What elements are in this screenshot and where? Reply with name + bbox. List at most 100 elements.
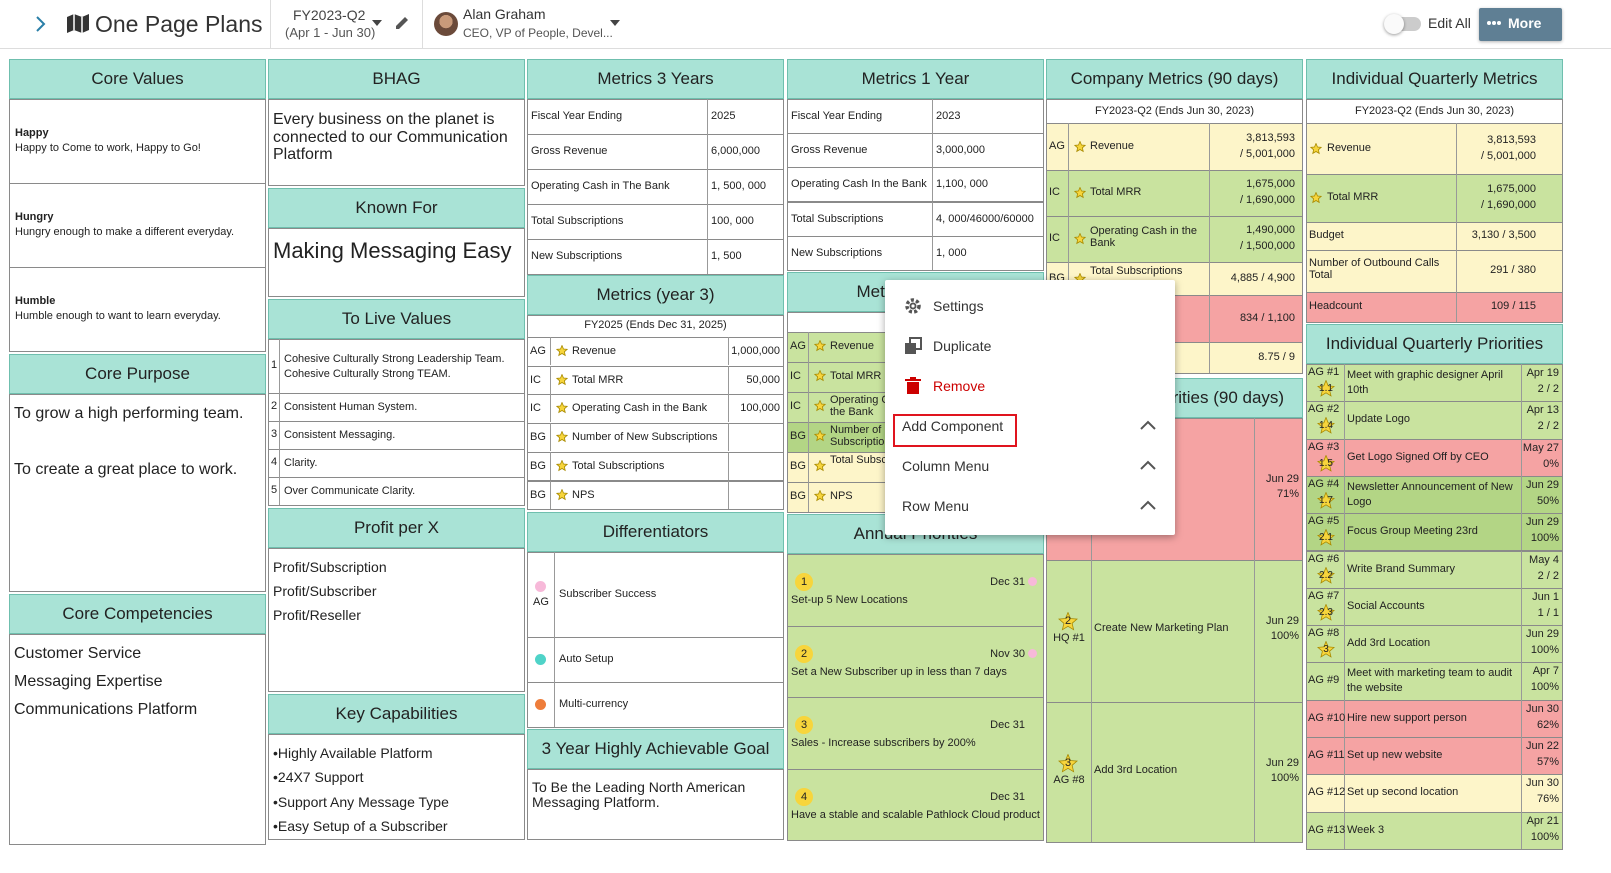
section-title: Metrics 1 Year xyxy=(787,59,1044,99)
cell xyxy=(787,554,1044,627)
divider xyxy=(279,421,280,449)
owner: IC xyxy=(530,402,541,415)
status: 57% xyxy=(1536,756,1559,768)
star-icon xyxy=(1074,187,1086,199)
priority-text: Set-up 5 New Locations xyxy=(791,594,908,606)
metrics-subtitle: FY2025 (Ends Dec 31, 2025) xyxy=(584,319,727,331)
due-date: Jun 29 xyxy=(1525,516,1559,529)
value-name: Humble xyxy=(15,295,56,307)
profit-line: Profit/Reseller xyxy=(273,607,361,623)
status: 0% xyxy=(1543,457,1559,470)
cell xyxy=(527,423,784,453)
star-icon xyxy=(556,488,568,500)
cell xyxy=(527,682,784,728)
metric-progress: 4,885 / 4,900 xyxy=(1230,271,1295,284)
color-dot xyxy=(535,653,546,665)
bhag-text: Every business on the planet is connecte… xyxy=(273,111,508,163)
row-text: Consistent Human System. xyxy=(284,401,418,413)
known-for-text: Making Messaging Easy xyxy=(273,238,512,263)
due-date: Apr 19 xyxy=(1526,367,1559,379)
menu-label: Remove xyxy=(933,378,986,394)
differentiator: Subscriber Success xyxy=(559,587,657,600)
owner-code: AG #13 xyxy=(1308,823,1346,836)
menu-label: Settings xyxy=(933,298,984,314)
due-date: May 4 xyxy=(1529,553,1559,566)
row-number: 4 xyxy=(271,456,278,468)
star-icon xyxy=(1058,612,1078,631)
cell xyxy=(1306,774,1563,813)
star-number: 1.1 xyxy=(1319,383,1333,394)
divider xyxy=(550,337,551,365)
owner-code: AG #3 xyxy=(1308,440,1340,453)
status: 100% xyxy=(1530,644,1559,657)
owner: AG xyxy=(530,345,546,357)
owner: BG xyxy=(790,430,806,442)
divider xyxy=(1068,123,1069,170)
divider xyxy=(1344,625,1345,663)
cell xyxy=(787,235,1044,271)
divider xyxy=(1254,418,1255,560)
owner-code: AG #7 xyxy=(1308,589,1340,602)
metric-name: Revenue xyxy=(1090,139,1135,152)
due-date: Apr 13 xyxy=(1526,404,1559,417)
owner: IC xyxy=(790,370,801,382)
top-bar xyxy=(0,0,1611,49)
metric-value: 100,000 xyxy=(740,402,780,415)
divider xyxy=(1344,401,1345,439)
divider xyxy=(1456,250,1457,292)
metric-actual: 1,675,000 xyxy=(1246,178,1295,190)
metric-value: 50,000 xyxy=(746,373,780,386)
divider xyxy=(932,99,933,133)
metric-name: NPS xyxy=(830,490,853,502)
star-icon xyxy=(1317,417,1335,435)
section-title: Company Metrics (90 days) xyxy=(1046,59,1303,99)
section-title: Profit per X xyxy=(268,508,525,548)
cell xyxy=(1046,170,1303,217)
divider xyxy=(1456,123,1457,174)
period-range: (Apr 1 - Jun 30) xyxy=(285,25,376,40)
metric-label: Total Subscriptions xyxy=(531,215,624,227)
star-icon xyxy=(1317,454,1335,472)
owner: IC xyxy=(1049,232,1060,244)
section-title: BHAG xyxy=(268,59,525,99)
star-icon xyxy=(814,340,826,352)
star-number: 2.1 xyxy=(1319,532,1333,544)
cell xyxy=(1306,513,1563,552)
divider xyxy=(932,201,933,236)
star-icon xyxy=(814,370,826,382)
menu-item[interactable] xyxy=(885,330,1175,366)
competency: Communications Platform xyxy=(14,701,198,718)
num-badge: 4 xyxy=(795,787,813,806)
edit-icon xyxy=(396,17,408,29)
metric-name: Revenue xyxy=(1327,141,1372,154)
metric-label: Fiscal Year Ending xyxy=(791,110,883,122)
divider xyxy=(1521,364,1522,402)
section-title: 3 Year Highly Achievable Goal xyxy=(527,729,784,769)
divider xyxy=(728,451,729,480)
divider xyxy=(550,394,551,423)
divider xyxy=(808,332,809,362)
chevron-up xyxy=(1140,420,1156,430)
priority-text: Have a stable and scalable Pathlock Clou… xyxy=(791,808,1040,821)
color-dot xyxy=(535,580,546,592)
due-date: Apr 7 xyxy=(1532,665,1559,678)
owner: AG xyxy=(790,340,806,352)
metric-value: 3,000,000 xyxy=(936,144,985,157)
metric-label: Fiscal Year Ending xyxy=(531,110,623,122)
color-dot xyxy=(1028,648,1037,658)
priority-text: Social Accounts xyxy=(1347,599,1425,612)
status: 2 / 2 xyxy=(1537,383,1559,395)
star-number: 3 xyxy=(1064,757,1072,769)
profit-line: Profit/Subscription xyxy=(273,559,387,575)
divider xyxy=(422,0,423,48)
divider xyxy=(728,423,729,452)
metric-label: Operating Cash In the Bank xyxy=(791,178,927,191)
avatar xyxy=(434,12,458,36)
metric-value: 2023 xyxy=(936,110,961,122)
toggle-knob xyxy=(1384,14,1404,34)
menu-item[interactable] xyxy=(885,370,1175,406)
divider xyxy=(270,0,271,48)
menu-item[interactable] xyxy=(885,290,1175,326)
cell xyxy=(527,480,784,511)
metric-value: 1, 500 xyxy=(711,250,742,262)
